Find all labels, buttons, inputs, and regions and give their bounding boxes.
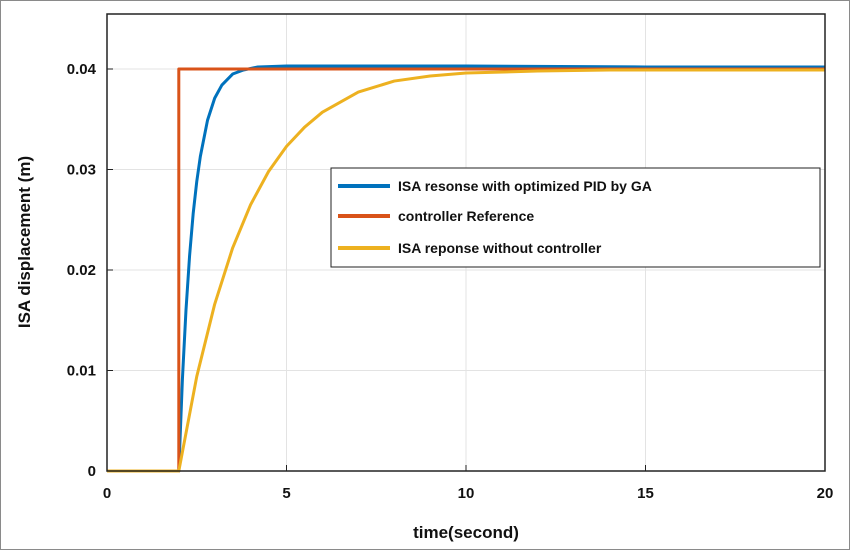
legend-label-no-controller: ISA reponse without controller (398, 240, 602, 256)
y-tick-label: 0.04 (67, 61, 97, 78)
series-line-0 (107, 64, 825, 473)
y-tick-label: 0.01 (67, 363, 96, 380)
x-tick-label: 10 (458, 485, 475, 502)
x-axis-title: time(second) (413, 523, 519, 542)
x-tick-label: 0 (103, 485, 111, 502)
x-tick-label: 20 (817, 485, 834, 502)
y-tick-label: 0.02 (67, 262, 96, 279)
legend-label-reference: controller Reference (398, 208, 534, 224)
y-tick-label: 0 (88, 463, 96, 480)
y-tick-label: 0.03 (67, 162, 96, 179)
y-axis-title: ISA displacement (m) (15, 156, 34, 328)
x-tick-label: 5 (282, 485, 290, 502)
ticks: 0 5 10 15 20 0 0.01 0.02 0.03 0.04 (67, 61, 834, 502)
x-tick-label: 15 (637, 485, 654, 502)
series-line-2 (107, 68, 825, 473)
legend-box (330, 167, 821, 268)
legend: ISA resonse with optimized PID by GA con… (330, 167, 821, 268)
legend-label-pid: ISA resonse with optimized PID by GA (398, 178, 652, 194)
